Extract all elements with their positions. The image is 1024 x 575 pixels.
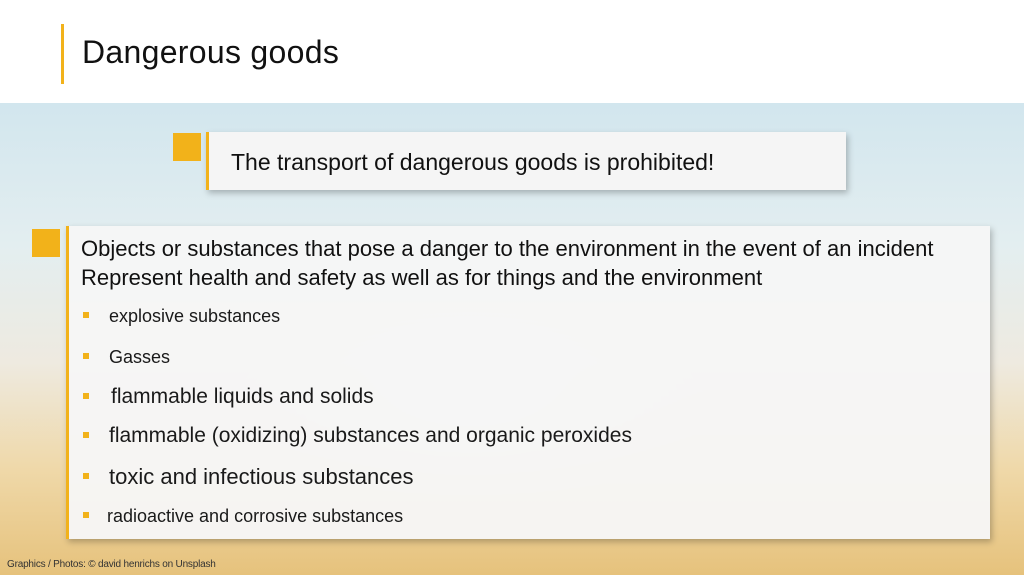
list-item-text: explosive substances: [109, 306, 281, 326]
content-box: Objects or substances that pose a danger…: [66, 226, 990, 539]
list-item-text: radioactive and corrosive substances: [107, 506, 404, 526]
bullet-icon: [83, 353, 89, 359]
header-accent-bar: [61, 24, 64, 84]
list-item-text: toxic and infectious substances: [109, 464, 414, 489]
list-item-text: flammable (oxidizing) substances and org…: [109, 424, 632, 447]
slide-header: Dangerous goods: [0, 0, 1024, 103]
bullet-square-icon: [173, 133, 201, 161]
slide-title: Dangerous goods: [82, 34, 340, 70]
notice-box: The transport of dangerous goods is proh…: [206, 132, 846, 190]
list-item-text: Gasses: [109, 347, 171, 367]
bullet-icon: [83, 473, 89, 479]
bullet-square-icon: [32, 229, 60, 257]
bullet-icon: [83, 312, 89, 318]
bullet-icon: [83, 512, 89, 518]
list-item-text: flammable liquids and solids: [111, 385, 374, 408]
photo-credit: Graphics / Photos: © david henrichs on U…: [7, 559, 216, 570]
intro-text: Objects or substances that pose a danger…: [81, 236, 934, 290]
bullet-icon: [83, 393, 89, 399]
notice-text: The transport of dangerous goods is proh…: [231, 149, 715, 175]
bullet-icon: [83, 432, 89, 438]
